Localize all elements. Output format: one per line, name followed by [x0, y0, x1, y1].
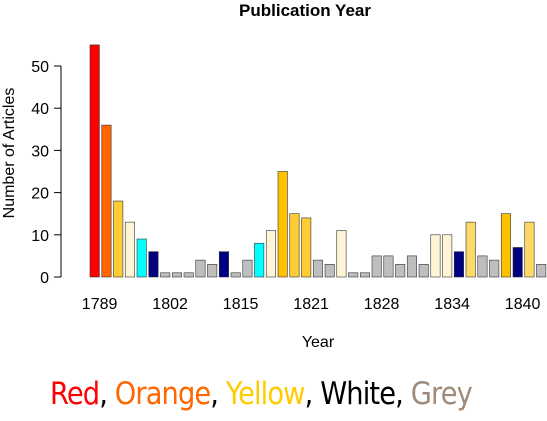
- bar: [148, 251, 159, 278]
- bar: [453, 251, 464, 278]
- bar: [160, 272, 171, 278]
- bar: [136, 238, 147, 278]
- bar: [383, 255, 394, 278]
- bar: [301, 217, 312, 278]
- bar: [524, 221, 535, 278]
- bar: [442, 234, 453, 278]
- bar: [536, 264, 547, 278]
- bar: [218, 251, 229, 278]
- caption-part: ,: [99, 376, 115, 412]
- bar: [489, 259, 500, 278]
- bar: [395, 264, 406, 278]
- bar: [101, 124, 112, 278]
- bar: [418, 264, 429, 278]
- bar: [465, 221, 476, 278]
- caption-part: White: [320, 376, 396, 412]
- bar: [359, 272, 370, 278]
- bar: [430, 234, 441, 278]
- chart-title: Publication Year: [239, 1, 371, 20]
- bar: [265, 230, 276, 278]
- bar: [406, 255, 417, 278]
- bar: [312, 259, 323, 278]
- caption-part: Grey: [410, 376, 473, 412]
- bar: [230, 272, 241, 278]
- bar: [277, 171, 288, 278]
- bar: [195, 259, 206, 278]
- y-axis-label: Number of Articles: [1, 88, 18, 219]
- y-tick-label: 40: [31, 101, 49, 118]
- bar: [113, 200, 124, 278]
- caption-part: ,: [304, 376, 321, 412]
- bar: [254, 242, 265, 278]
- x-axis-label: Year: [302, 334, 335, 351]
- x-tick-label: 1840: [505, 296, 541, 313]
- y-axis: 0 10 20 30 40 50: [31, 59, 62, 287]
- y-tick-label: 30: [31, 143, 49, 160]
- bar: [477, 255, 488, 278]
- bar: [348, 272, 359, 278]
- bar: [371, 255, 382, 278]
- bar: [242, 259, 253, 278]
- x-tick-label: 1828: [364, 296, 400, 313]
- x-tick-labels: 1789 1802 1815 1821 1828 1834 1840: [82, 296, 541, 313]
- bar: [336, 230, 347, 278]
- caption-part: ,: [395, 376, 411, 412]
- bar: [124, 221, 135, 278]
- bar-series: [89, 44, 547, 278]
- caption-part: ,: [210, 376, 226, 412]
- bar: [183, 272, 194, 278]
- x-tick-label: 1815: [223, 296, 259, 313]
- bar: [171, 272, 182, 278]
- x-tick-label: 1789: [82, 296, 118, 313]
- caption-part: Red: [50, 376, 100, 412]
- color-legend-caption: Red, Orange, Yellow, White, Grey: [50, 376, 473, 412]
- y-tick-label: 10: [31, 228, 49, 245]
- bar: [500, 213, 511, 278]
- bar: [289, 213, 300, 278]
- bar: [89, 44, 100, 278]
- bar: [512, 247, 523, 278]
- y-tick-label: 0: [40, 270, 49, 287]
- caption-part: Yellow: [225, 376, 306, 412]
- bar: [207, 264, 218, 278]
- x-tick-label: 1802: [152, 296, 188, 313]
- y-tick-label: 20: [31, 186, 49, 203]
- y-tick-label: 50: [31, 59, 49, 76]
- bar: [324, 264, 335, 278]
- caption-part: Orange: [114, 376, 211, 412]
- x-tick-label: 1834: [434, 296, 470, 313]
- x-tick-label: 1821: [293, 296, 329, 313]
